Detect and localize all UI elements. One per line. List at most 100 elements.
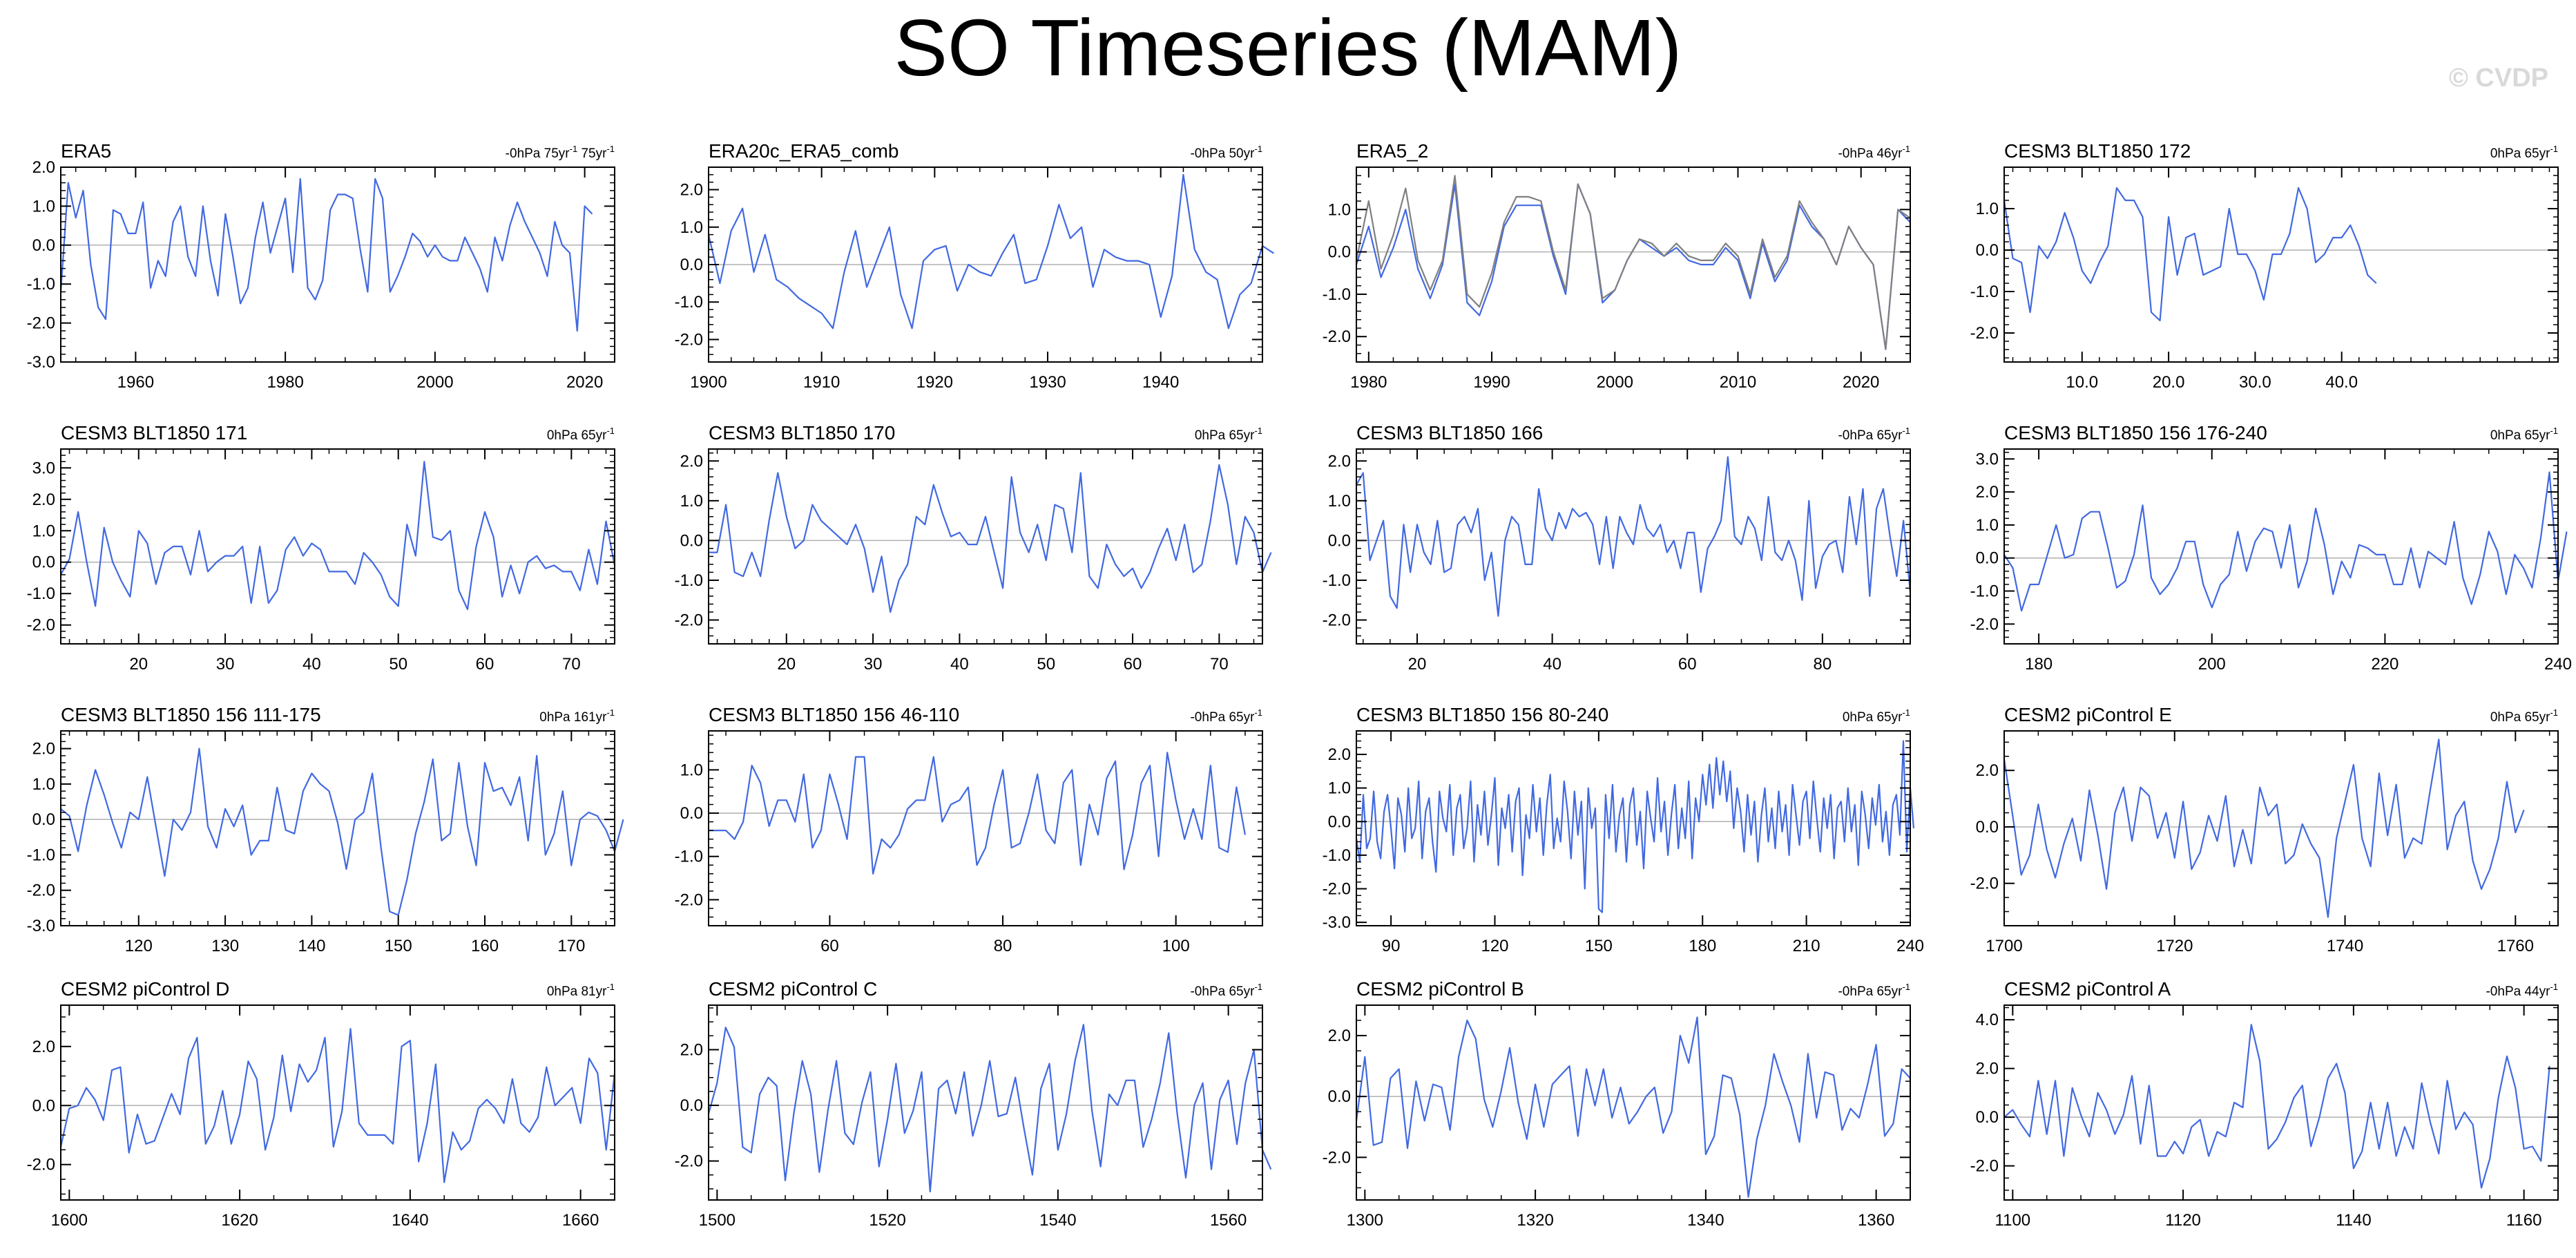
panel-info: 0hPa 65yr-1 — [1195, 426, 1262, 443]
y-tick-label: -2.0 — [1970, 875, 1999, 893]
chart-panel-8: 120 130 140 150 160 170 -3.0 -2.0 -1.0 0.0 1.0 2.0 C… — [27, 704, 624, 955]
chart-panel-12: 1600 1620 1640 1660 -2.0 0.0 2.0 CESM2 piContro… — [27, 978, 616, 1230]
chart-panel-10: 90 120 150 180 210 240 -3.0 -2.0 -1.0 0.0 1.0 2.0 CE… — [1323, 704, 1924, 955]
panel-info: 0hPa 65yr-1 — [2490, 144, 2558, 161]
y-tick-label: 0.0 — [1976, 241, 1999, 260]
y-tick-label: -1.0 — [27, 846, 55, 864]
y-tick-label: 0.0 — [1328, 243, 1351, 262]
x-tick-label: 100 — [1162, 937, 1190, 955]
panel-info: 0hPa 65yr-1 — [547, 426, 615, 443]
x-tick-label: 180 — [1689, 937, 1716, 955]
series-line-0 — [60, 747, 624, 916]
x-tick-label: 160 — [471, 937, 499, 955]
y-tick-label: -2.0 — [27, 1156, 55, 1174]
y-tick-label: 1.0 — [1328, 779, 1351, 798]
panel-title: CESM3 BLT1850 171 — [61, 422, 247, 444]
x-tick-label: 1700 — [1986, 937, 2022, 955]
y-tick-label: 4.0 — [1976, 1011, 1999, 1029]
x-tick-label: 20 — [777, 655, 796, 674]
x-tick-label: 1940 — [1142, 373, 1179, 392]
plot-frame — [60, 448, 615, 645]
y-tick-label: -2.0 — [1323, 327, 1351, 346]
y-tick-label: 0.0 — [1328, 531, 1351, 550]
x-tick-label: 60 — [820, 937, 839, 955]
y-tick-label: 1.0 — [1328, 492, 1351, 511]
x-tick-label: 1320 — [1517, 1211, 1553, 1230]
series-line-0 — [60, 461, 616, 611]
plot-frame — [1356, 448, 1911, 645]
x-tick-label: 20 — [1408, 655, 1427, 674]
x-tick-label: 1900 — [690, 373, 727, 392]
chart-panel-1: 1900 1910 1920 1930 1940 -2.0 -1.0 0.0 1.0 2.0 ERA… — [675, 140, 1275, 392]
y-tick-label: 0.0 — [1976, 818, 1999, 837]
x-tick-label: 130 — [211, 937, 239, 955]
x-tick-label: 20 — [129, 655, 148, 674]
x-tick-label: 30 — [864, 655, 883, 674]
panel-info: 0hPa 81yr-1 — [547, 982, 615, 999]
y-tick-label: -2.0 — [27, 314, 55, 333]
chart-panel-7: 180 200 220 240 -2.0 -1.0 0.0 1.0 2.0 3.0 CESM3 BL… — [1970, 422, 2572, 674]
y-tick-label: -1.0 — [1970, 283, 1999, 301]
series-line-0 — [59, 178, 593, 332]
series-line-0 — [2003, 1024, 2550, 1189]
plot-frame — [60, 166, 615, 363]
y-tick-label: -1.0 — [675, 848, 703, 866]
panel-info: 0hPa 65yr-1 — [2490, 426, 2558, 443]
y-tick-label: 0.0 — [680, 1096, 703, 1115]
y-tick-label: 0.0 — [32, 1096, 55, 1115]
panel-title: CESM3 BLT1850 170 — [709, 422, 895, 444]
x-tick-label: 80 — [994, 937, 1012, 955]
x-tick-label: 150 — [385, 937, 412, 955]
y-tick-label: -3.0 — [27, 353, 55, 372]
x-tick-label: 2020 — [566, 373, 603, 392]
chart-panel-3: 10.0 20.0 30.0 40.0 -2.0 -1.0 0.0 1.0 CESM3 BLT1… — [1970, 140, 2559, 392]
x-tick-label: 10.0 — [2066, 373, 2098, 392]
y-tick-label: 1.0 — [1976, 200, 1999, 218]
x-tick-label: 150 — [1585, 937, 1613, 955]
x-tick-label: 30.0 — [2239, 373, 2271, 392]
plot-frame — [60, 1004, 615, 1201]
series-line-0 — [2003, 471, 2568, 612]
x-tick-label: 1980 — [1350, 373, 1387, 392]
y-tick-label: 0.0 — [32, 553, 55, 572]
x-tick-label: 1340 — [1687, 1211, 1724, 1230]
x-tick-label: 40 — [302, 655, 321, 674]
x-tick-label: 30 — [216, 655, 235, 674]
y-tick-label: -2.0 — [675, 1152, 703, 1171]
x-tick-label: 1910 — [803, 373, 840, 392]
cvdp-watermark: © CVDP — [2448, 64, 2548, 93]
y-tick-label: -1.0 — [27, 584, 55, 603]
panel-title: CESM2 piControl B — [1356, 978, 1524, 1000]
y-tick-label: -1.0 — [1323, 285, 1351, 304]
x-tick-label: 200 — [2198, 655, 2226, 674]
x-tick-label: 60 — [1124, 655, 1142, 674]
x-tick-label: 120 — [1481, 937, 1508, 955]
panel-title: ERA20c_ERA5_comb — [709, 140, 898, 162]
y-tick-label: 3.0 — [32, 459, 55, 477]
y-tick-label: -1.0 — [1323, 846, 1351, 865]
x-tick-label: 1120 — [2165, 1211, 2201, 1230]
plot-frame — [708, 448, 1263, 645]
x-tick-label: 2020 — [1843, 373, 1879, 392]
y-tick-label: 1.0 — [32, 522, 55, 540]
x-tick-label: 60 — [1678, 655, 1697, 674]
y-tick-label: 1.0 — [680, 761, 703, 779]
series-line-0 — [2003, 738, 2525, 918]
y-tick-label: 2.0 — [32, 740, 55, 759]
y-tick-label: 2.0 — [1328, 1027, 1351, 1045]
y-tick-label: 2.0 — [680, 1040, 703, 1059]
y-tick-label: 2.0 — [1976, 761, 1999, 780]
series-line-1 — [1355, 175, 1911, 350]
x-tick-label: 1100 — [1995, 1211, 2031, 1230]
panel-title: ERA5_2 — [1356, 140, 1428, 162]
y-tick-label: -1.0 — [675, 571, 703, 590]
chart-panel-14: 1300 1320 1340 1360 -2.0 0.0 2.0 CESM2 piContro… — [1323, 978, 1911, 1230]
x-tick-label: 240 — [1896, 937, 1924, 955]
panel-info: -0hPa 46yr-1 — [1838, 144, 1910, 161]
y-tick-label: -3.0 — [1323, 913, 1351, 932]
figure-title: SO Timeseries (MAM) — [894, 3, 1682, 93]
y-tick-label: -1.0 — [27, 275, 55, 294]
series-line-0 — [2003, 187, 2377, 322]
panel-title: CESM3 BLT1850 166 — [1356, 422, 1543, 444]
